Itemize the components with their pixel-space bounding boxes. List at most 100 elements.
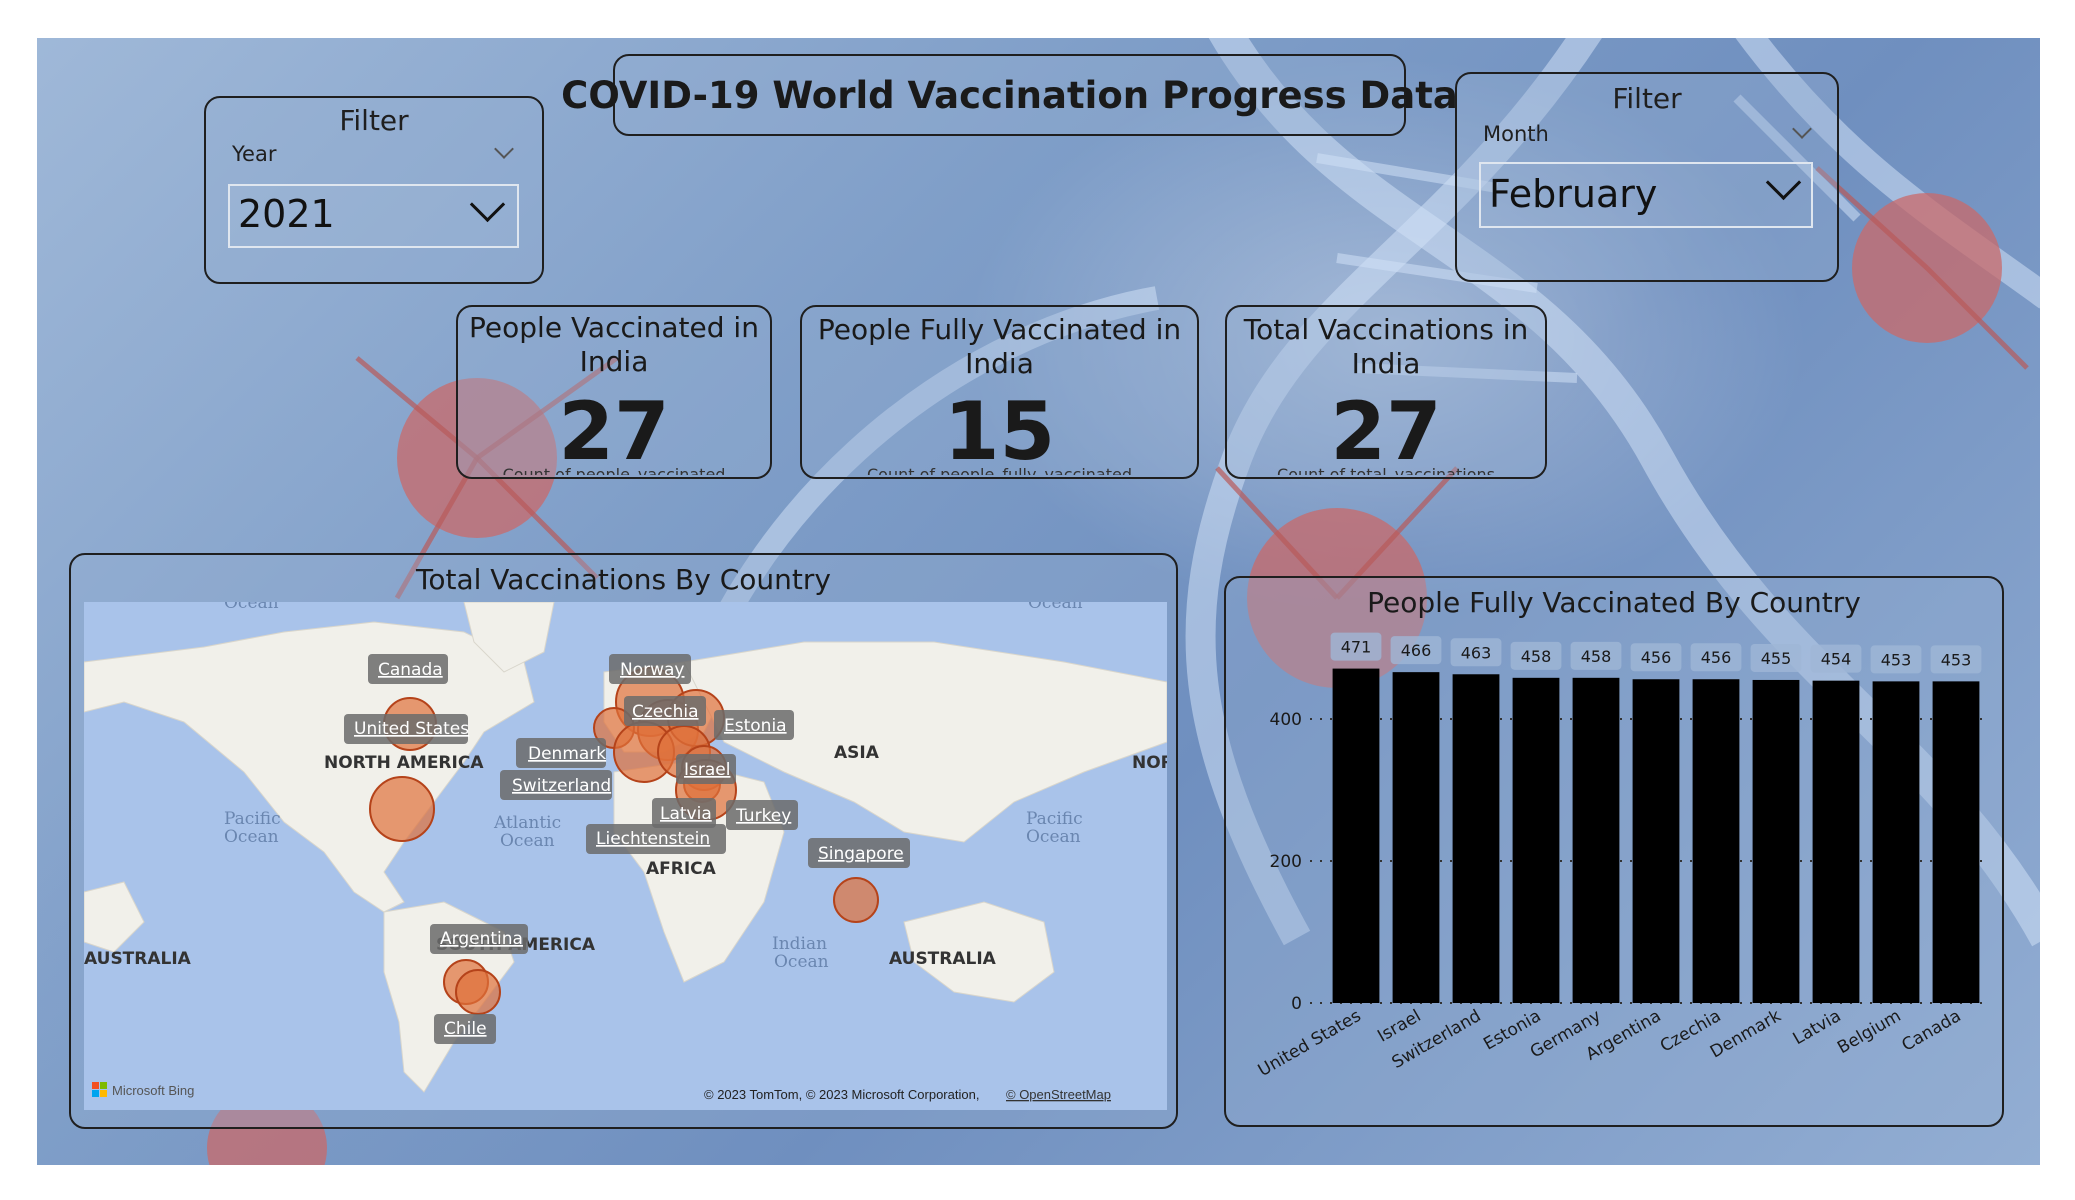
continent-label: AUSTRALIA (84, 949, 192, 969)
map-attribution: Microsoft Bing © 2023 TomTom, © 2023 Mic… (92, 1082, 1111, 1102)
label-bg (434, 1014, 496, 1044)
kpi-card-people-vaccinated: People Vaccinated in India 27 Count of p… (456, 305, 772, 479)
card-value: 27 (1330, 385, 1442, 478)
data-label: 453 (1881, 650, 1912, 669)
bar[interactable] (1752, 679, 1800, 1003)
data-label-bg (1870, 645, 1922, 674)
x-tick-label: Belgium (1834, 1006, 1904, 1058)
page-title-box: COVID-19 World Vaccination Progress Data (561, 54, 1458, 136)
label-bg (714, 710, 794, 740)
country-label-argentina[interactable]: Argentina (440, 929, 523, 949)
country-label-switzerland[interactable]: Switzerland (512, 776, 611, 796)
kpi-card-people-fully-vaccinated: People Fully Vaccinated in India 15 Coun… (800, 305, 1199, 479)
card-title-line2: India (965, 347, 1034, 380)
card-subtitle: Count of people_vaccinated (502, 465, 726, 475)
data-label-bg (1630, 643, 1682, 672)
chevron-down-icon[interactable] (494, 139, 514, 159)
bar[interactable] (1512, 677, 1560, 1003)
month-dropdown[interactable]: February (1479, 162, 1813, 228)
north-america-land (84, 621, 535, 913)
bar[interactable] (1692, 679, 1740, 1003)
country-label-denmark[interactable]: Denmark (528, 744, 606, 764)
data-label: 455 (1761, 649, 1792, 668)
bar[interactable] (1572, 677, 1620, 1003)
bar[interactable] (1932, 681, 1980, 1003)
label-bg (676, 754, 736, 784)
year-filter-label: Year (232, 142, 277, 166)
country-label-canada[interactable]: Canada (378, 660, 443, 680)
label-bg (500, 770, 612, 800)
data-label-bg (1750, 643, 1802, 672)
asia-land (683, 641, 1167, 843)
label-bg (516, 738, 606, 768)
country-label-liechtenstein[interactable]: Liechtenstein (596, 829, 710, 849)
bar[interactable] (1452, 674, 1500, 1003)
data-label: 456 (1701, 648, 1732, 667)
data-label: 466 (1401, 641, 1432, 660)
australia-left-edge-land (84, 881, 145, 953)
chevron-down-icon (1765, 164, 1802, 201)
chevron-down-icon[interactable] (1792, 119, 1812, 139)
month-filter-panel: Filter Month February (1455, 72, 1839, 282)
data-label-bg (1570, 641, 1622, 670)
bubble-united-states[interactable] (369, 776, 435, 842)
label-bg (652, 798, 716, 828)
bar[interactable] (1632, 679, 1680, 1003)
y-tick-label: 0 (1291, 994, 1302, 1014)
bar[interactable] (1392, 672, 1440, 1003)
y-tick-label: 200 (1270, 852, 1302, 872)
country-label-norway[interactable]: Norway (620, 660, 685, 680)
bubble-chile[interactable] (455, 969, 501, 1015)
continent-label: NORTH AMERICA (324, 753, 484, 773)
ocean-label: Pacific (224, 809, 281, 829)
ocean-label: Atlantic (493, 813, 561, 833)
x-tick-label: Canada (1898, 1006, 1964, 1056)
data-label: 471 (1341, 638, 1372, 657)
microsoft-logo-icon (92, 1082, 107, 1097)
label-bg (368, 654, 448, 684)
label-bg (624, 696, 706, 726)
data-label: 453 (1941, 650, 1972, 669)
map-country-labels[interactable]: Canada United States Norway Czechia Esto… (344, 654, 910, 1044)
data-label-bg (1810, 644, 1862, 673)
country-label-latvia[interactable]: Latvia (660, 804, 712, 824)
data-label-bg (1390, 636, 1442, 665)
map-canvas[interactable]: NORTH AMERICA ASIA AFRICA SOUTH AMERICA … (84, 602, 1167, 1110)
card-value: 15 (943, 385, 1056, 478)
card-subtitle: Count of people_fully_vaccinated (866, 465, 1132, 475)
continent-label: AFRICA (646, 859, 717, 879)
bar[interactable] (1332, 668, 1380, 1003)
continent-label: NOR (1132, 753, 1167, 773)
country-label-czechia[interactable]: Czechia (632, 702, 699, 722)
country-label-chile[interactable]: Chile (444, 1019, 487, 1039)
country-label-united-states[interactable]: United States (354, 719, 469, 739)
month-filter-label: Month (1483, 122, 1549, 146)
month-filter-title: Filter (1612, 82, 1682, 115)
bar[interactable] (1872, 681, 1920, 1003)
data-label-bg (1330, 632, 1382, 661)
year-dropdown-value: 2021 (238, 192, 335, 236)
bubble-singapore[interactable] (833, 877, 879, 923)
bar[interactable] (1812, 680, 1860, 1003)
country-label-israel[interactable]: Israel (684, 760, 730, 780)
data-label-bg (1450, 638, 1502, 667)
continent-label: ASIA (834, 743, 880, 763)
country-label-estonia[interactable]: Estonia (724, 716, 787, 736)
card-subtitle: Count of total_vaccinations (1277, 465, 1495, 475)
country-label-turkey[interactable]: Turkey (735, 806, 791, 826)
label-bg (586, 824, 726, 854)
label-bg (726, 800, 798, 830)
country-label-singapore[interactable]: Singapore (818, 844, 904, 864)
map-title: Total Vaccinations By Country (416, 563, 831, 596)
openstreetmap-link[interactable]: © OpenStreetMap (1006, 1087, 1111, 1102)
world-map[interactable]: NORTH AMERICA ASIA AFRICA SOUTH AMERICA … (84, 602, 1167, 1110)
ocean-label: Ocean (224, 602, 279, 613)
year-dropdown[interactable]: 2021 (228, 184, 519, 248)
data-label: 458 (1521, 647, 1552, 666)
data-label: 454 (1821, 650, 1852, 669)
label-bg (808, 838, 910, 868)
page-title: COVID-19 World Vaccination Progress Data (561, 73, 1458, 117)
chart-title: People Fully Vaccinated By Country (1367, 586, 1861, 619)
data-label-bg (1930, 645, 1982, 674)
